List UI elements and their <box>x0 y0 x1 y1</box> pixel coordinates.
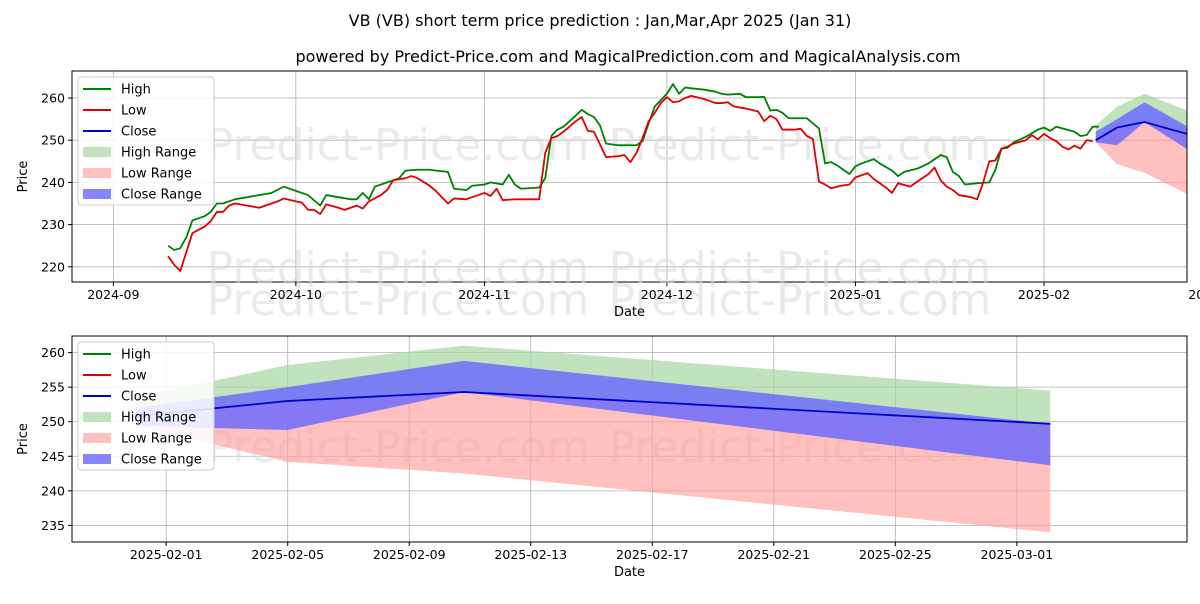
top-y-tick-label: 250 <box>41 133 65 148</box>
bottom-y-tick-label: 235 <box>41 518 65 533</box>
legend-close-range-swatch <box>83 189 111 199</box>
top-x-tick-label: 2025-01 <box>829 287 881 302</box>
watermark-text: Predict-Price.com <box>207 275 590 326</box>
bottom-x-tick-label: 2025-02-25 <box>859 547 932 562</box>
watermark-text: Predict-Price.com <box>207 243 590 294</box>
top-close-range-band <box>1095 102 1187 150</box>
bottom-y-tick-label: 245 <box>41 449 65 464</box>
legend-low-label: Low <box>121 369 147 384</box>
bottom-y-tick-label: 255 <box>41 380 65 395</box>
bottom-x-tick-label: 2025-02-21 <box>737 547 810 562</box>
top-x-tick-label: 2024-09 <box>87 287 139 302</box>
bottom-x-tick-label: 2025-03-01 <box>981 547 1054 562</box>
bottom-y-tick-label: 250 <box>41 414 65 429</box>
legend-low-label: Low <box>121 104 147 119</box>
legend-close-label: Close <box>121 390 156 405</box>
bottom-x-tick-label: 2025-02-13 <box>494 547 567 562</box>
watermark-text: Predict-Price.com <box>609 275 992 326</box>
bottom-x-tick-label: 2025-02-17 <box>616 547 689 562</box>
bottom-panel: Predict-Price.comPredict-Price.comPredic… <box>16 243 1188 580</box>
top-y-tick-label: 230 <box>41 217 65 232</box>
bottom-y-tick-label: 260 <box>41 345 65 360</box>
bottom-axes-frame <box>71 335 1188 543</box>
top-y-tick-label: 220 <box>41 259 65 274</box>
chart-title: VB (VB) short term price prediction : Ja… <box>349 11 852 30</box>
top-y-axis-label: Price <box>16 161 31 193</box>
watermark-text: Predict-Price.com <box>609 120 992 171</box>
watermark-text: Predict-Price.com <box>207 120 590 171</box>
bottom-x-axis-label: Date <box>614 565 645 580</box>
watermark-text: Predict-Price.com <box>609 243 992 294</box>
bottom-x-tick-label: 2025-02-05 <box>251 547 324 562</box>
legend-close-range-label: Close Range <box>121 188 202 203</box>
top-x-tick-label: 2025-02 <box>1018 287 1070 302</box>
top-panel: Predict-Price.com Predict-Price.comPredic… <box>16 70 1200 326</box>
legend-close-range-label: Close Range <box>121 453 202 468</box>
bottom-x-tick-label: 2025-02-01 <box>130 547 203 562</box>
top-x-tick-label: 2025-03 <box>1188 287 1200 302</box>
legend-high-label: High <box>121 83 151 98</box>
legend-high-label: High <box>121 348 151 363</box>
legend-close-label: Close <box>121 125 156 140</box>
top-y-tick-label: 240 <box>41 175 65 190</box>
bottom-y-tick-label: 240 <box>41 483 65 498</box>
legend-high-range-label: High Range <box>121 146 196 161</box>
chart-subtitle: powered by Predict-Price.com and Magical… <box>295 47 960 66</box>
bottom-y-axis-label: Price <box>16 423 31 455</box>
top-x-tick-label: 2024-12 <box>641 287 693 302</box>
legend-low-range-label: Low Range <box>121 432 192 447</box>
top-high-line <box>167 83 1099 251</box>
top-axes-frame <box>71 70 1188 283</box>
bottom-data-layer <box>135 345 1051 533</box>
top-x-axis-label: Date <box>614 305 645 320</box>
top-low-line <box>167 95 1093 272</box>
top-close-line <box>1095 121 1187 141</box>
legend-low-range-swatch <box>83 433 111 443</box>
legend-close-range-swatch <box>83 454 111 464</box>
legend-low-range-label: Low Range <box>121 167 192 182</box>
legend-low-range-swatch <box>83 168 111 178</box>
top-x-tick-label: 2024-11 <box>458 287 510 302</box>
legend-high-range-label: High Range <box>121 411 196 426</box>
top-legend-box <box>77 76 215 206</box>
top-y-tick-label: 260 <box>41 91 65 106</box>
top-x-tick-label: 2024-10 <box>270 287 322 302</box>
bottom-x-tick-label: 2025-02-09 <box>373 547 446 562</box>
legend-high-range-swatch <box>83 147 111 157</box>
bottom-close-range-band <box>135 360 1051 466</box>
bottom-legend-box <box>77 341 215 471</box>
top-data-layer <box>167 83 1187 272</box>
legend-high-range-swatch <box>83 412 111 422</box>
